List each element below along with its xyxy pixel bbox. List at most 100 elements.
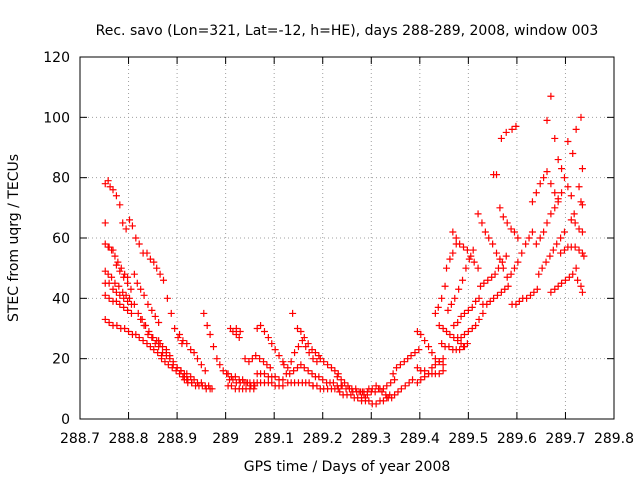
data-point xyxy=(117,264,125,272)
data-point xyxy=(543,168,551,176)
data-point xyxy=(560,246,568,254)
data-point xyxy=(512,300,520,308)
data-point xyxy=(439,361,447,369)
data-point xyxy=(308,346,316,354)
data-point xyxy=(125,328,133,336)
data-point xyxy=(112,261,120,269)
data-point xyxy=(452,234,460,242)
data-point xyxy=(111,252,119,260)
data-point xyxy=(174,334,182,342)
data-point xyxy=(578,201,586,209)
data-point xyxy=(564,137,572,145)
data-point xyxy=(475,294,483,302)
data-point xyxy=(132,331,140,339)
data-point xyxy=(565,273,573,281)
data-point xyxy=(163,294,171,302)
data-point xyxy=(309,355,317,363)
data-point xyxy=(104,177,112,185)
data-point xyxy=(164,361,172,369)
data-point xyxy=(112,297,120,305)
data-point xyxy=(481,228,489,236)
data-point xyxy=(137,315,145,323)
data-point xyxy=(578,228,586,236)
data-point xyxy=(404,355,412,363)
data-point xyxy=(575,246,583,254)
data-point xyxy=(159,276,167,284)
y-tick-label: 0 xyxy=(61,412,70,428)
data-point xyxy=(127,309,135,317)
data-point xyxy=(457,334,465,342)
x-tick-label: 289.4 xyxy=(400,431,440,447)
data-point xyxy=(132,234,140,242)
data-point xyxy=(279,358,287,366)
data-point xyxy=(536,180,544,188)
data-point xyxy=(148,306,156,314)
x-tick-label: 289.7 xyxy=(545,431,585,447)
data-point xyxy=(101,291,109,299)
data-point xyxy=(216,361,224,369)
data-point xyxy=(428,364,436,372)
data-point xyxy=(116,267,124,275)
data-point xyxy=(569,270,577,278)
data-point xyxy=(268,379,276,387)
data-point xyxy=(577,198,585,206)
data-point xyxy=(260,370,268,378)
data-point xyxy=(456,346,464,354)
data-point xyxy=(213,355,221,363)
data-point xyxy=(337,376,345,384)
data-point xyxy=(472,321,480,329)
data-point xyxy=(297,328,305,336)
data-point xyxy=(120,273,128,281)
data-point xyxy=(139,337,147,345)
data-point xyxy=(558,279,566,287)
data-point xyxy=(530,288,538,296)
data-point xyxy=(279,382,287,390)
data-point xyxy=(264,334,272,342)
data-point xyxy=(229,376,237,384)
y-axis-label: STEC from uqrg / TECUs xyxy=(6,154,22,322)
data-point xyxy=(484,276,492,284)
data-point xyxy=(528,198,536,206)
data-point xyxy=(257,321,265,329)
data-point xyxy=(133,279,141,287)
data-point xyxy=(253,325,261,332)
data-point xyxy=(197,361,205,369)
data-point xyxy=(109,246,117,254)
data-point xyxy=(140,321,148,329)
data-point xyxy=(183,340,191,348)
data-point xyxy=(498,258,506,266)
x-tick-label: 289.5 xyxy=(448,431,488,447)
data-point xyxy=(235,334,243,342)
data-point xyxy=(543,219,551,227)
y-tick-label: 40 xyxy=(52,291,70,307)
data-point xyxy=(315,352,323,360)
data-point xyxy=(553,240,561,248)
data-point xyxy=(327,364,335,372)
data-point xyxy=(449,249,457,257)
data-point xyxy=(114,258,122,266)
data-point xyxy=(128,222,136,230)
data-point xyxy=(501,285,509,293)
data-point xyxy=(383,382,391,390)
data-point xyxy=(439,355,447,363)
data-point xyxy=(183,370,191,378)
data-point xyxy=(289,309,297,317)
x-axis-label: GPS time / Days of year 2008 xyxy=(244,459,451,475)
data-point xyxy=(331,367,339,375)
data-point xyxy=(151,340,159,348)
data-point xyxy=(557,234,565,242)
axis-ticks xyxy=(79,56,615,420)
data-point xyxy=(396,361,404,369)
data-point xyxy=(101,315,109,323)
data-point xyxy=(379,385,387,393)
data-point xyxy=(560,228,568,236)
data-point xyxy=(462,264,470,272)
data-point xyxy=(219,367,227,375)
data-point xyxy=(271,373,279,381)
data-point xyxy=(146,343,154,351)
data-point xyxy=(567,192,575,200)
data-point xyxy=(443,328,451,336)
data-point xyxy=(187,346,195,354)
data-point xyxy=(456,240,464,248)
data-point xyxy=(497,134,505,142)
